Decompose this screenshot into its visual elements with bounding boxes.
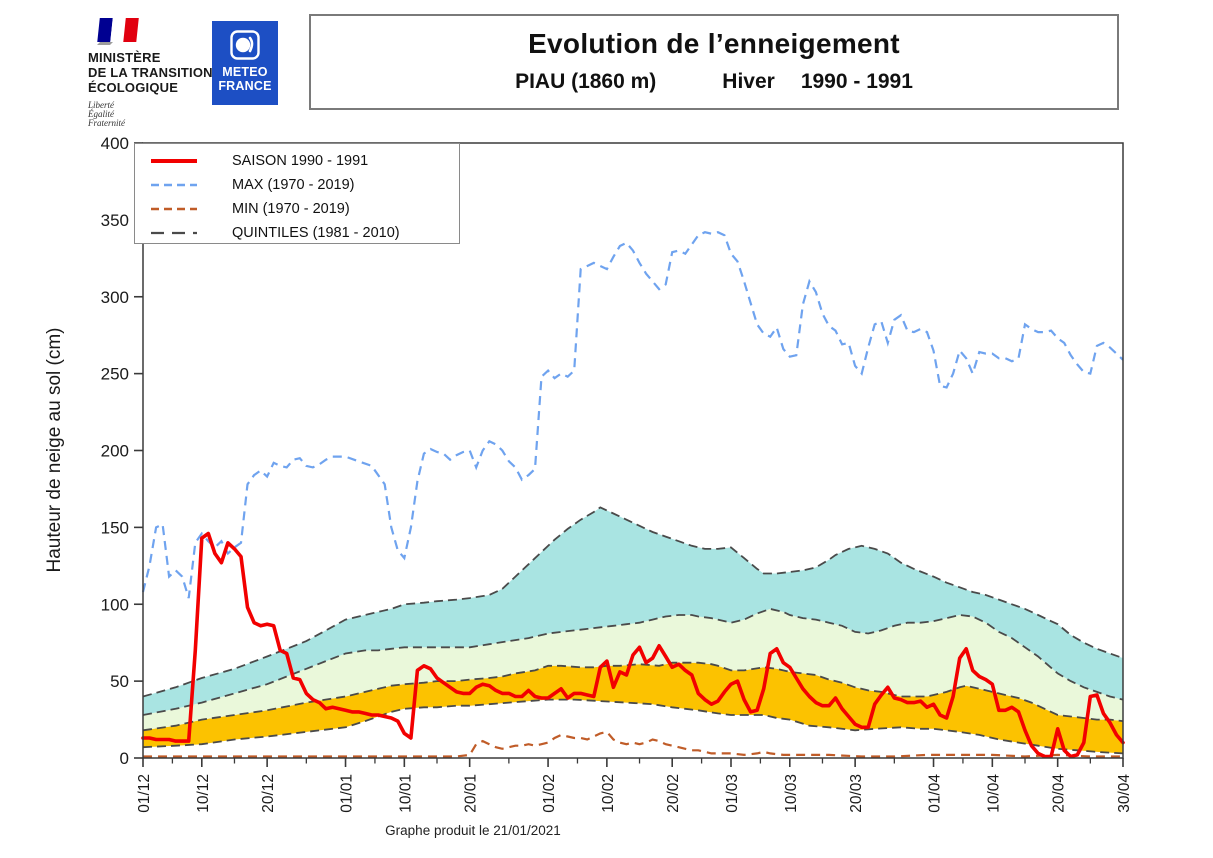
max-line: [141, 231, 1124, 599]
legend-saison-line-icon: [151, 159, 197, 163]
legend-item-saison: SAISON 1990 - 1991: [135, 149, 459, 173]
y-tick-label: 150: [101, 518, 129, 537]
production-date-caption: Graphe produit le 21/01/2021: [385, 823, 561, 838]
legend-min-label: MIN (1970 - 2019): [232, 201, 350, 217]
x-tick-label: 10/01: [397, 774, 414, 813]
x-tick-label: 01/12: [136, 774, 153, 813]
min-line: [143, 730, 1123, 758]
x-tick-label: 01/04: [927, 774, 944, 813]
x-tick-label: 10/02: [600, 774, 617, 813]
french-flag-icon: [97, 18, 139, 45]
meteo-france-icon: [230, 30, 260, 60]
motto-fraternite: Fraternité: [88, 118, 125, 128]
x-tick-label: 01/02: [541, 774, 558, 813]
title-box: Evolution de l’enneigement PIAU (1860 m)…: [309, 14, 1119, 110]
legend-item-quintiles: QUINTILES (1981 - 2010): [135, 221, 459, 245]
legend-max-line-icon: [151, 183, 197, 187]
x-tick-label: 20/04: [1051, 774, 1068, 813]
x-tick-label: 10/03: [783, 774, 800, 813]
meteo-france-wordmark: METEO FRANCE: [218, 65, 272, 93]
quintile-line-q20: [142, 698, 1124, 755]
legend-saison-label: SAISON 1990 - 1991: [232, 153, 369, 169]
season-years: 1990 - 1991: [800, 70, 913, 93]
y-tick-label: 0: [120, 749, 129, 768]
meteo-word: METEO: [222, 65, 268, 79]
ministry-name-line3: ÉCOLOGIQUE: [88, 80, 179, 95]
x-tick-label: 01/03: [724, 774, 741, 813]
legend-quintiles-line-icon: [151, 231, 197, 235]
x-tick-label: 10/12: [195, 774, 212, 813]
chart-subtitle: PIAU (1860 m) Hiver 1990 - 1991: [515, 70, 913, 94]
ministry-motto: Liberté Égalité Fraternité: [88, 101, 303, 128]
season-word: Hiver: [722, 70, 775, 93]
y-tick-label: 250: [101, 365, 129, 384]
legend-quintiles-label: QUINTILES (1981 - 2010): [232, 225, 400, 241]
legend-max-label: MAX (1970 - 2019): [232, 177, 355, 193]
y-tick-label: 50: [110, 672, 129, 691]
x-tick-label: 01/01: [339, 774, 356, 813]
legend-item-min: MIN (1970 - 2019): [135, 197, 459, 221]
x-tick-label: 30/04: [1116, 774, 1133, 813]
y-tick-label: 400: [101, 134, 129, 153]
chart-title: Evolution de l’enneigement: [528, 28, 900, 59]
y-axis-title: Hauteur de neige au sol (cm): [44, 327, 65, 572]
legend-item-max: MAX (1970 - 2019): [135, 173, 459, 197]
quintile-line-q40: [142, 661, 1124, 732]
quintile-line-q60: [142, 607, 1124, 716]
x-tick-label: 20/02: [665, 774, 682, 813]
ministry-name-line1: MINISTÈRE: [88, 50, 161, 65]
ministry-logo-block: MINISTÈRE DE LA TRANSITION ÉCOLOGIQUE Li…: [88, 14, 303, 128]
quintile-band-3: [143, 507, 1123, 715]
y-tick-label: 350: [101, 211, 129, 230]
motto-liberte: Liberté: [88, 100, 114, 110]
saison-line: [141, 531, 1125, 759]
chart-legend: SAISON 1990 - 1991 MAX (1970 - 2019) MIN…: [134, 143, 460, 244]
x-tick-label: 10/04: [985, 774, 1002, 813]
quintile-line-q80: [142, 506, 1124, 698]
meteo-france-logo: METEO FRANCE: [212, 21, 278, 105]
y-tick-label: 200: [101, 442, 129, 461]
ministry-name-line2: DE LA TRANSITION: [88, 65, 213, 80]
x-tick-label: 20/01: [463, 774, 480, 813]
quintile-band-2: [143, 608, 1123, 731]
x-tick-label: 20/12: [260, 774, 277, 813]
station-label: PIAU (1860 m): [515, 70, 657, 93]
legend-min-line-icon: [151, 207, 197, 211]
x-tick-label: 20/03: [848, 774, 865, 813]
y-tick-label: 300: [101, 288, 129, 307]
motto-egalite: Égalité: [88, 109, 114, 119]
france-word: FRANCE: [218, 78, 272, 93]
y-tick-label: 100: [101, 595, 129, 614]
